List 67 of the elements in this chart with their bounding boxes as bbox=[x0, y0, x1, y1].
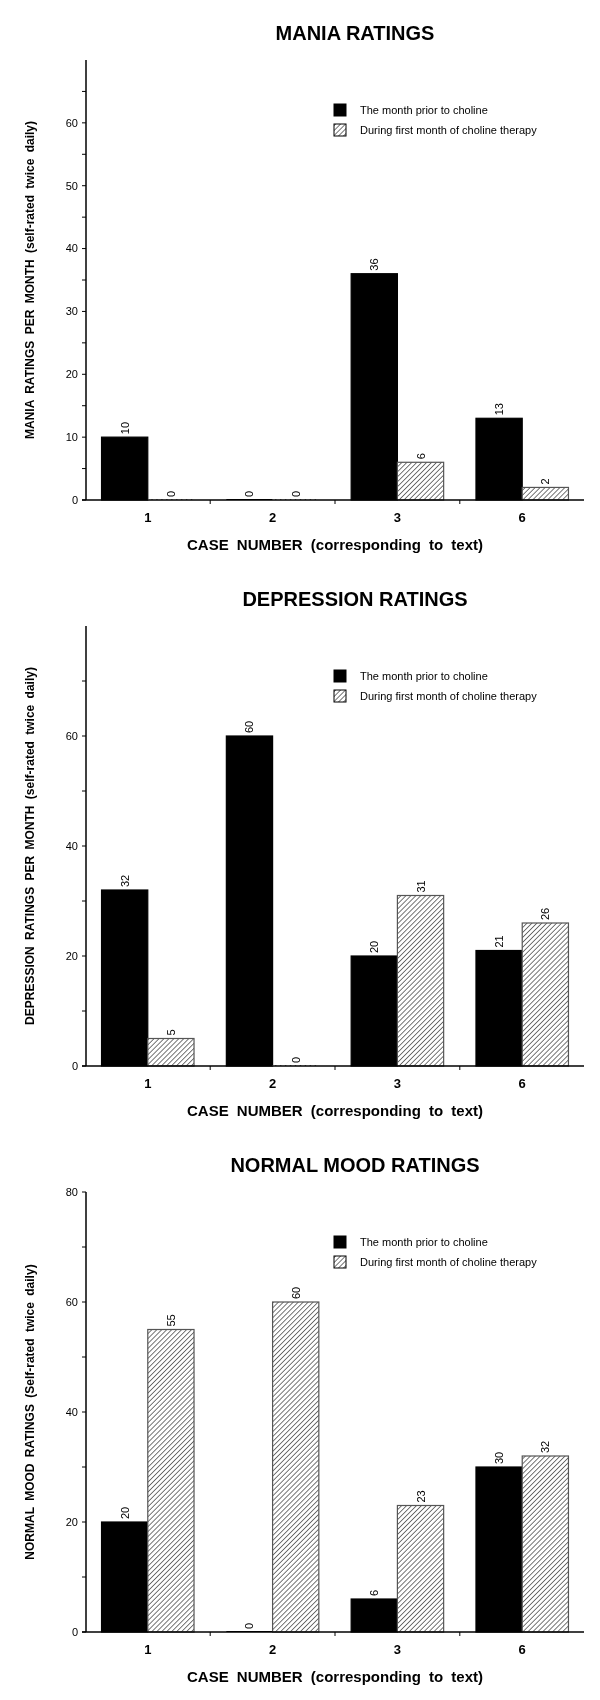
data-label: 23 bbox=[414, 1490, 427, 1503]
y-axis-title: NORMAL MOOD RATINGS (Self-rated twice daily) bbox=[23, 1264, 37, 1560]
data-label: 26 bbox=[539, 907, 552, 920]
data-label: 31 bbox=[414, 880, 427, 893]
data-label: 20 bbox=[118, 1506, 131, 1519]
data-label: 0 bbox=[289, 1056, 302, 1063]
data-label: 6 bbox=[414, 453, 427, 460]
data-label: 60 bbox=[243, 720, 256, 733]
x-tick-label: 3 bbox=[393, 1642, 402, 1657]
legend-label: During first month of choline therapy bbox=[360, 689, 538, 702]
x-axis-title: CASE NUMBER (corresponding to text) bbox=[186, 1102, 484, 1119]
chart-title: MANIA RATINGS bbox=[275, 22, 435, 44]
y-tick-label: 60 bbox=[65, 729, 78, 742]
data-label: 20 bbox=[368, 940, 381, 953]
y-tick-label: 20 bbox=[65, 949, 78, 962]
y-tick-label: 20 bbox=[65, 368, 78, 381]
data-label: 0 bbox=[243, 1622, 256, 1629]
x-axis-title: CASE NUMBER (corresponding to text) bbox=[186, 536, 484, 553]
x-tick-label: 3 bbox=[393, 510, 402, 525]
x-tick-label: 1 bbox=[144, 510, 152, 525]
data-label: 60 bbox=[289, 1286, 302, 1299]
data-label: 0 bbox=[164, 490, 177, 497]
y-axis-title: DEPRESSION RATINGS PER MONTH (self-rated twice daily) bbox=[23, 667, 37, 1025]
x-tick-label: 6 bbox=[518, 510, 526, 525]
y-axis-title: MANIA RATINGS PER MONTH (self-rated twice daily) bbox=[23, 120, 37, 440]
x-tick-label: 6 bbox=[518, 1076, 526, 1091]
x-tick-label: 2 bbox=[268, 510, 277, 525]
y-tick-label: 50 bbox=[65, 179, 78, 192]
data-label: 30 bbox=[493, 1451, 506, 1464]
data-label: 13 bbox=[493, 403, 506, 416]
data-label: 32 bbox=[539, 1440, 552, 1453]
x-tick-label: 1 bbox=[144, 1642, 152, 1657]
chart-title: NORMAL MOOD RATINGS bbox=[230, 1154, 480, 1176]
data-label: 55 bbox=[164, 1314, 177, 1327]
y-tick-label: 0 bbox=[71, 493, 78, 506]
data-label: 21 bbox=[493, 935, 506, 948]
y-tick-label: 20 bbox=[65, 1515, 78, 1528]
y-tick-label: 60 bbox=[65, 116, 78, 129]
x-axis-title: CASE NUMBER (corresponding to text) bbox=[186, 1668, 484, 1685]
data-label: 0 bbox=[243, 490, 256, 497]
y-tick-label: 80 bbox=[65, 1185, 78, 1198]
legend-label: The month prior to choline bbox=[360, 103, 488, 116]
legend-label: The month prior to choline bbox=[360, 669, 488, 682]
data-label: 32 bbox=[118, 874, 131, 887]
y-tick-label: 40 bbox=[65, 1405, 78, 1418]
x-tick-label: 2 bbox=[268, 1642, 277, 1657]
y-tick-label: 60 bbox=[65, 1295, 78, 1308]
data-label: 6 bbox=[368, 1589, 381, 1596]
data-label: 2 bbox=[539, 478, 552, 485]
y-tick-label: 40 bbox=[65, 242, 78, 255]
data-label: 5 bbox=[164, 1029, 177, 1036]
y-tick-label: 0 bbox=[71, 1625, 78, 1638]
data-label: 10 bbox=[118, 421, 131, 435]
legend-label: During first month of choline therapy bbox=[360, 1255, 538, 1268]
legend-label: During first month of choline therapy bbox=[360, 123, 538, 136]
x-tick-label: 6 bbox=[518, 1642, 526, 1657]
data-label: 36 bbox=[368, 258, 381, 271]
y-tick-label: 10 bbox=[65, 430, 78, 443]
y-tick-label: 30 bbox=[65, 305, 78, 318]
y-tick-label: 0 bbox=[71, 1059, 78, 1072]
legend-label: The month prior to choline bbox=[360, 1235, 488, 1248]
data-label: 0 bbox=[289, 490, 302, 497]
chart-title: DEPRESSION RATINGS bbox=[242, 588, 468, 610]
x-tick-label: 2 bbox=[268, 1076, 277, 1091]
x-tick-label: 3 bbox=[393, 1076, 402, 1091]
y-tick-label: 40 bbox=[65, 839, 78, 852]
x-tick-label: 1 bbox=[144, 1076, 152, 1091]
